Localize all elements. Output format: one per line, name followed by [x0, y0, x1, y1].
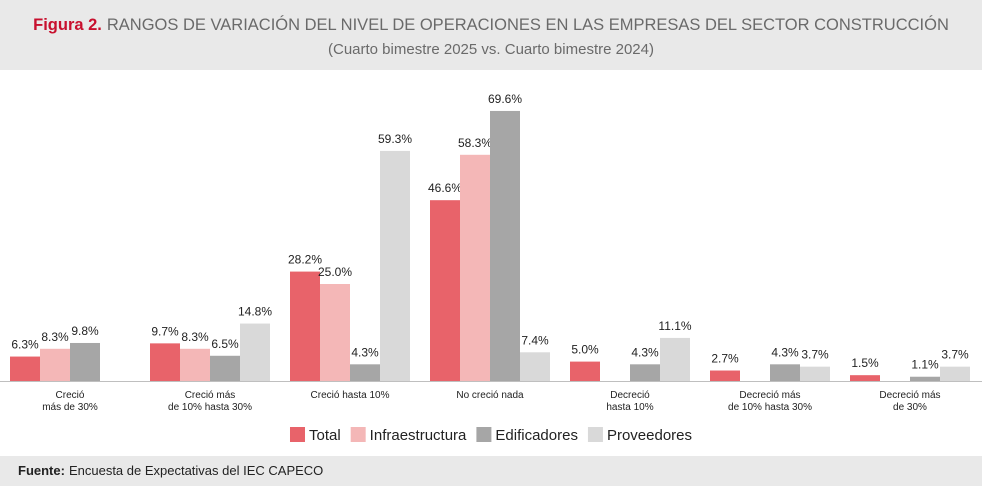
bar: [800, 366, 830, 381]
value-label: 2.7%: [711, 352, 739, 366]
title-prefix: Figura 2.: [33, 16, 102, 34]
bar: [210, 355, 240, 381]
x-tick-label: No creció nada: [456, 390, 524, 401]
bar: [770, 364, 800, 381]
source-label: Fuente:: [18, 463, 65, 478]
chart-title: Figura 2. RANGOS DE VARIACIÓN DEL NIVEL D…: [33, 15, 949, 34]
bar: [380, 150, 410, 381]
title-text: RANGOS DE VARIACIÓN DEL NIVEL DE OPERACI…: [107, 15, 949, 34]
legend-label: Infraestructura: [370, 427, 467, 444]
legend-swatch: [476, 427, 492, 442]
value-label: 14.8%: [238, 305, 272, 319]
legend-swatch: [289, 427, 305, 442]
value-label: 6.3%: [11, 338, 39, 352]
legend: Total Infraestructura Edificadores Proveedo…: [289, 427, 692, 444]
x-tick-label: Creció hasta 10%: [311, 390, 390, 401]
value-label: 4.3%: [631, 345, 659, 359]
value-label: 4.3%: [771, 345, 799, 359]
value-label: 5.0%: [571, 343, 599, 357]
value-label: 28.2%: [288, 253, 322, 267]
bar: [290, 271, 320, 381]
bar: [180, 348, 210, 381]
value-label: 59.3%: [378, 132, 412, 146]
x-tick-label: Creció: [56, 390, 85, 401]
x-tick-label: Decreció más: [739, 390, 800, 401]
x-tick-label: hasta 10%: [606, 402, 653, 413]
bar: [910, 376, 940, 381]
bar: [240, 323, 270, 381]
bar: [10, 356, 40, 381]
legend-label: Total: [309, 427, 341, 444]
bar: [350, 364, 380, 381]
value-label: 9.8%: [71, 324, 99, 338]
bar: [430, 200, 460, 381]
value-label: 69.6%: [488, 92, 522, 106]
bar: [850, 375, 880, 381]
bar: [710, 370, 740, 381]
bar: [660, 337, 690, 381]
legend-swatch: [587, 427, 603, 442]
value-label: 1.5%: [851, 356, 879, 370]
legend-label: Proveedores: [607, 427, 692, 444]
x-tick-label: Creció más: [185, 390, 236, 401]
value-label: 25.0%: [318, 265, 352, 279]
x-tick-label: Decreció: [610, 390, 650, 401]
value-label: 8.3%: [181, 330, 209, 344]
bar: [940, 366, 970, 381]
bar: [460, 154, 490, 381]
bar: [40, 348, 70, 381]
x-tick-label: de 30%: [893, 402, 927, 413]
bar: [70, 342, 100, 381]
value-label: 4.3%: [351, 345, 379, 359]
legend-label: Edificadores: [495, 427, 578, 444]
bar: [570, 361, 600, 381]
bar: [520, 352, 550, 381]
bar: [320, 284, 350, 381]
value-label: 1.1%: [911, 358, 939, 372]
value-label: 3.7%: [801, 348, 829, 362]
x-tick-label: más de 30%: [42, 402, 98, 413]
value-label: 11.1%: [658, 319, 691, 333]
value-label: 9.7%: [151, 324, 179, 338]
value-label: 46.6%: [428, 181, 462, 195]
source-text: Encuesta de Expectativas del IEC CAPECO: [69, 463, 323, 478]
x-tick-label: de 10% hasta 30%: [728, 402, 812, 413]
value-label: 3.7%: [941, 348, 969, 362]
header-band: [0, 0, 982, 70]
bar: [630, 364, 660, 381]
x-tick-label: Decreció más: [879, 390, 940, 401]
value-label: 58.3%: [458, 136, 492, 150]
legend-swatch: [350, 427, 366, 442]
value-label: 6.5%: [211, 337, 239, 351]
source: Fuente: Encuesta de Expectativas del IEC …: [18, 463, 323, 478]
value-label: 8.3%: [41, 330, 69, 344]
footer-band: [0, 456, 982, 486]
bar: [490, 110, 520, 382]
x-tick-label: de 10% hasta 30%: [168, 402, 252, 413]
chart-subtitle: (Cuarto bimestre 2025 vs. Cuarto bimestr…: [328, 41, 654, 58]
value-label: 7.4%: [521, 333, 549, 347]
bar: [150, 343, 180, 381]
